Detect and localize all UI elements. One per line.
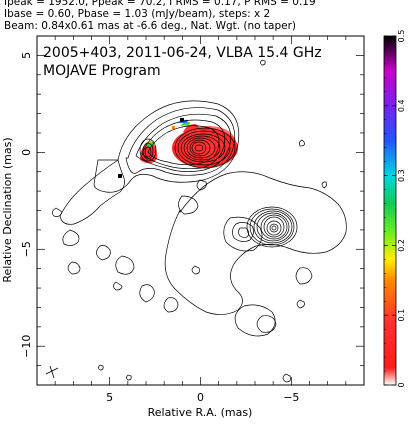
header-line-1: Ipeak = 1952.0, Ppeak = 70.2, I RMS = 0.…: [4, 0, 316, 8]
colorbar-tick-label: 0.2: [397, 239, 406, 252]
contour-map: [45, 59, 347, 383]
colorbar-tick-label: 0.1: [397, 309, 406, 322]
axis-ticks: [36, 35, 365, 386]
x-axis-label: Relative R.A. (mas): [148, 406, 253, 419]
y-tick-label: 5: [20, 52, 33, 59]
colorbar-tick-label: 0.4: [397, 99, 406, 112]
x-tick-label: 5: [106, 391, 113, 404]
plot-frame: [36, 35, 365, 386]
colorbar-tick-label: 0.3: [397, 169, 406, 182]
y-axis-label: Relative Declination (mas): [1, 137, 14, 282]
x-tick-label: 0: [197, 391, 204, 404]
y-tick-label: −10: [20, 335, 33, 358]
colorbar-ticks: 0 0.1 0.2 0.3 0.4 0.5: [384, 30, 406, 388]
intensity-contours: [52, 59, 347, 383]
colorbar: [383, 35, 397, 386]
header-line-3: Beam: 0.84x0.61 mas at -6.6 deg., Nat. W…: [4, 20, 297, 32]
chart-title: 2005+403, 2011-06-24, VLBA 15.4 GHz: [43, 45, 322, 61]
colorbar-tick-label: 0: [397, 382, 406, 387]
chart-subtitle: MOJAVE Program: [43, 63, 161, 79]
y-tick-label: 0: [20, 149, 33, 156]
core-polarization: [172, 126, 238, 168]
y-tick-label: −5: [20, 241, 33, 257]
header-line-2: Ibase = 0.60, Pbase = 1.03 (mJy/beam), s…: [4, 8, 271, 20]
colorbar-tick-label: 0.5: [397, 30, 406, 43]
beam-marker: [45, 365, 59, 379]
tick-labels: 5 0 −5 5 0 −5 −10: [20, 52, 299, 404]
x-tick-label: −5: [283, 391, 299, 404]
